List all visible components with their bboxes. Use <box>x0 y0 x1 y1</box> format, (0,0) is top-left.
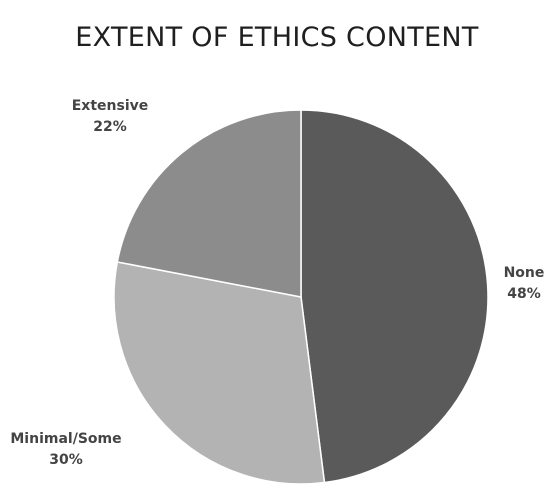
slice-label-name: None <box>504 265 545 281</box>
pie-slice-minimal-some <box>113 261 326 485</box>
pie-slice-none <box>300 109 489 484</box>
slice-labels: None 48% Minimal/Some 30% Extensive 22% <box>10 98 544 468</box>
chart-title: EXTENT OF ETHICS CONTENT <box>75 22 479 53</box>
slice-label-percent: 22% <box>93 119 127 135</box>
slice-label-name: Extensive <box>72 98 149 114</box>
slice-label-name: Minimal/Some <box>10 431 121 447</box>
pie-slices <box>113 109 489 485</box>
pie-slice-extensive <box>116 109 302 298</box>
slice-label-percent: 48% <box>507 286 541 302</box>
slice-label-percent: 30% <box>49 452 83 468</box>
